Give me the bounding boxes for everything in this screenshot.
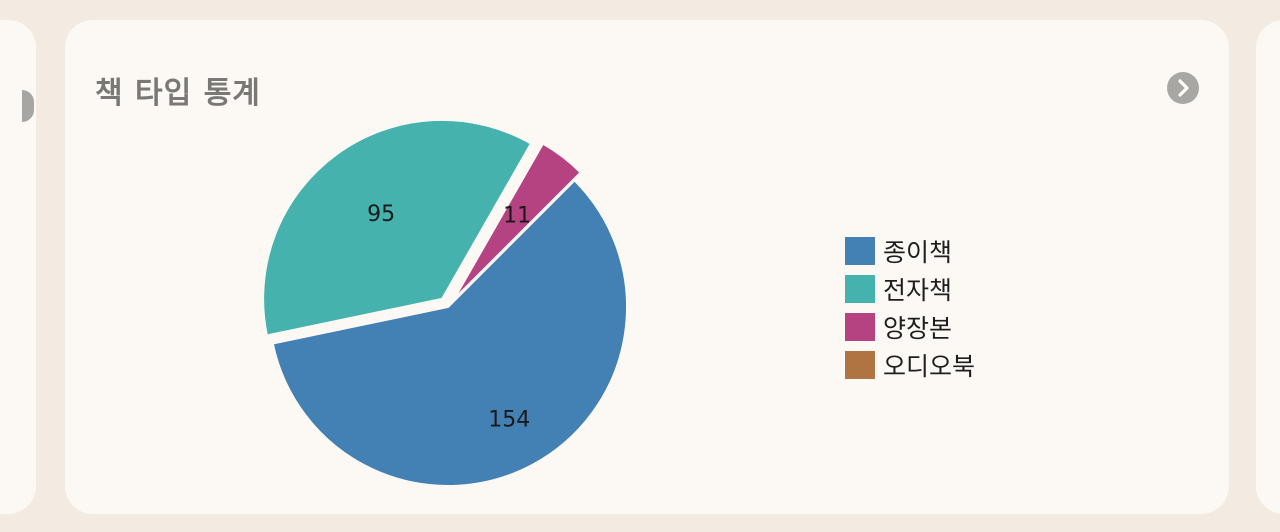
pie-slice-label-0: 154 bbox=[488, 407, 530, 432]
legend-label-3: 오디오북 bbox=[883, 352, 976, 381]
legend-label-2: 양장본 bbox=[883, 314, 953, 343]
pie-chart: 154 95 11 bbox=[262, 118, 628, 487]
legend-item-0[interactable]: 종이책 bbox=[845, 232, 975, 270]
chevron-right-icon bbox=[1178, 79, 1189, 97]
legend-swatch-2 bbox=[845, 313, 875, 341]
legend-label-0: 종이책 bbox=[883, 238, 953, 267]
legend-item-1[interactable]: 전자책 bbox=[845, 270, 975, 308]
pie-slice-0[interactable] bbox=[271, 179, 628, 487]
pie-slice-label-1: 95 bbox=[367, 202, 395, 227]
pie-slice-label-2: 11 bbox=[503, 204, 531, 229]
legend-swatch-3 bbox=[845, 351, 875, 379]
previous-card-button[interactable] bbox=[22, 90, 34, 122]
next-card[interactable] bbox=[1256, 20, 1280, 514]
legend-swatch-0 bbox=[845, 237, 875, 265]
pie-slice-2[interactable] bbox=[453, 142, 583, 300]
previous-card[interactable] bbox=[0, 20, 36, 514]
card-title: 책 타입 통계 bbox=[95, 76, 261, 111]
legend-item-2[interactable]: 양장본 bbox=[845, 308, 975, 346]
pie-slice-1[interactable] bbox=[262, 118, 533, 337]
legend-swatch-1 bbox=[845, 275, 875, 303]
legend-item-3[interactable]: 오디오북 bbox=[845, 346, 975, 384]
more-button[interactable] bbox=[1167, 72, 1199, 104]
legend-label-1: 전자책 bbox=[883, 276, 953, 305]
